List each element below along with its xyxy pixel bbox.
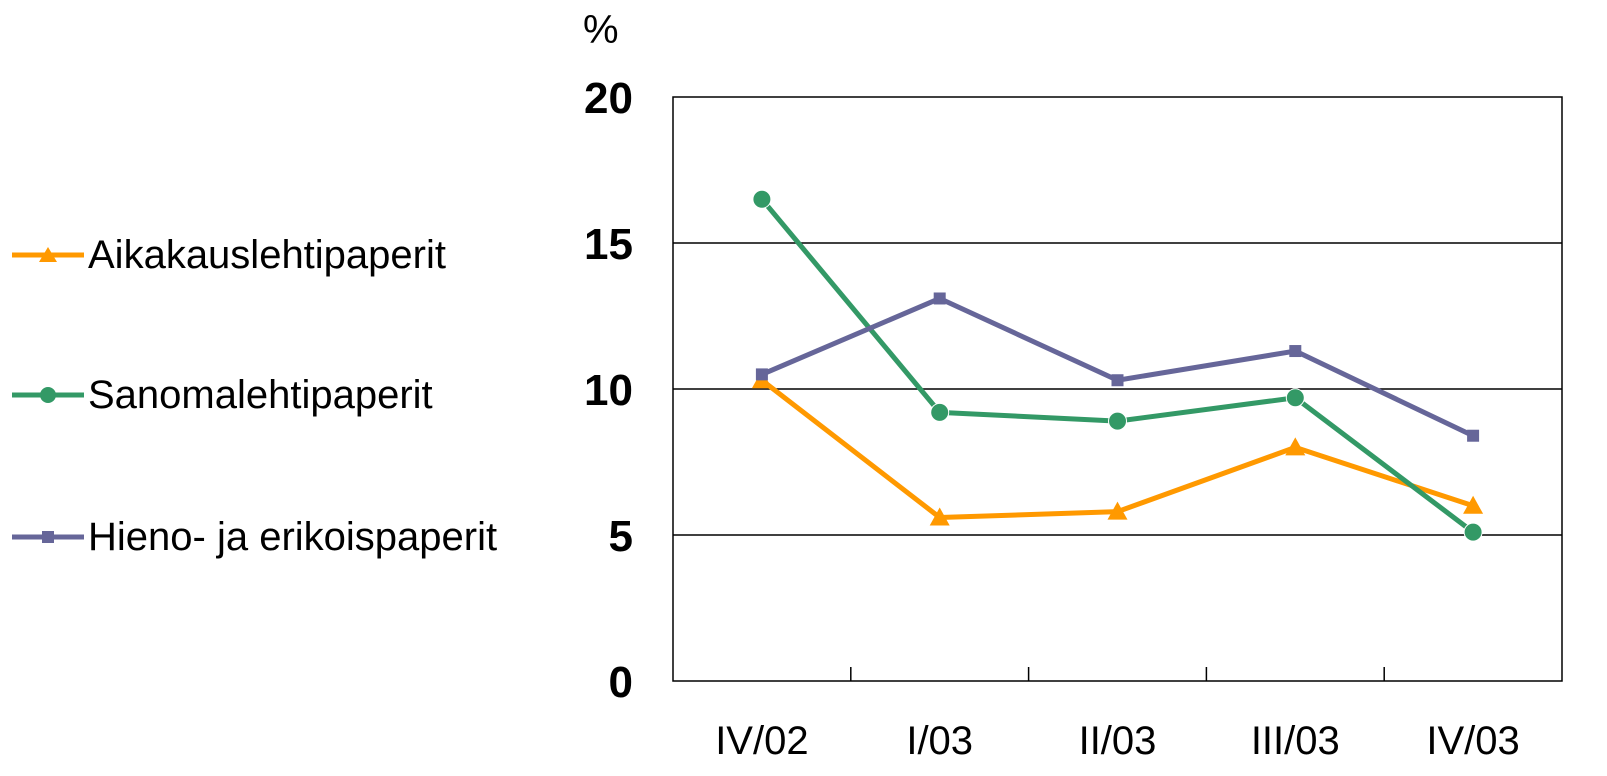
x-tick-label: IV/02 — [715, 719, 808, 763]
legend-item-aikakauslehtipaperit: Aikakauslehtipaperit — [10, 230, 446, 280]
y-axis-unit-label: % — [583, 8, 619, 52]
y-tick-label: 5 — [609, 512, 633, 561]
legend-marker-square-icon — [12, 531, 84, 543]
y-tick-label: 10 — [584, 366, 633, 415]
gridlines — [673, 242, 1562, 536]
y-axis: 0 5 10 15 20 — [584, 74, 633, 707]
data-point — [933, 292, 946, 305]
series-line — [759, 197, 1475, 535]
legend-label: Sanomalehtipaperit — [88, 372, 433, 417]
data-point — [755, 368, 768, 381]
data-point — [1285, 388, 1305, 408]
data-point — [1108, 411, 1127, 431]
data-point — [1463, 522, 1483, 542]
x-tick-label: II/03 — [1079, 719, 1157, 763]
x-tick-label: III/03 — [1251, 719, 1340, 763]
x-tick-label: IV/03 — [1426, 719, 1519, 763]
series-layer — [751, 189, 1484, 542]
data-point — [1285, 437, 1306, 456]
data-point — [1467, 429, 1480, 442]
x-axis: IV/02 I/03 II/03 III/03 IV/03 — [715, 667, 1520, 763]
legend-marker-circle-icon — [12, 387, 84, 403]
series-hieno-ja-erikoispaperit — [755, 292, 1480, 442]
data-point — [930, 402, 950, 422]
legend-item-sanomalehtipaperit: Sanomalehtipaperit — [10, 370, 433, 420]
y-tick-label: 20 — [584, 74, 633, 123]
series-sanomalehtipaperit — [752, 189, 1483, 542]
data-point — [929, 507, 950, 526]
legend-item-hieno-ja-erikoispaperit: Hieno- ja erikoispaperit — [10, 512, 497, 562]
y-tick-label: 0 — [609, 658, 633, 707]
plot-area — [672, 96, 1563, 682]
y-tick-label: 15 — [584, 220, 633, 269]
series-aikakauslehtipaperit — [751, 370, 1484, 526]
legend-label: Aikakauslehtipaperit — [88, 232, 446, 277]
data-point — [1289, 345, 1302, 358]
legend-marker-triangle-icon — [12, 247, 84, 262]
legend-label: Hieno- ja erikoispaperit — [88, 514, 498, 559]
data-point — [1463, 495, 1484, 514]
x-tick-label: I/03 — [906, 719, 973, 763]
data-point — [1111, 374, 1124, 387]
data-point — [1107, 501, 1128, 520]
data-point — [752, 189, 772, 209]
